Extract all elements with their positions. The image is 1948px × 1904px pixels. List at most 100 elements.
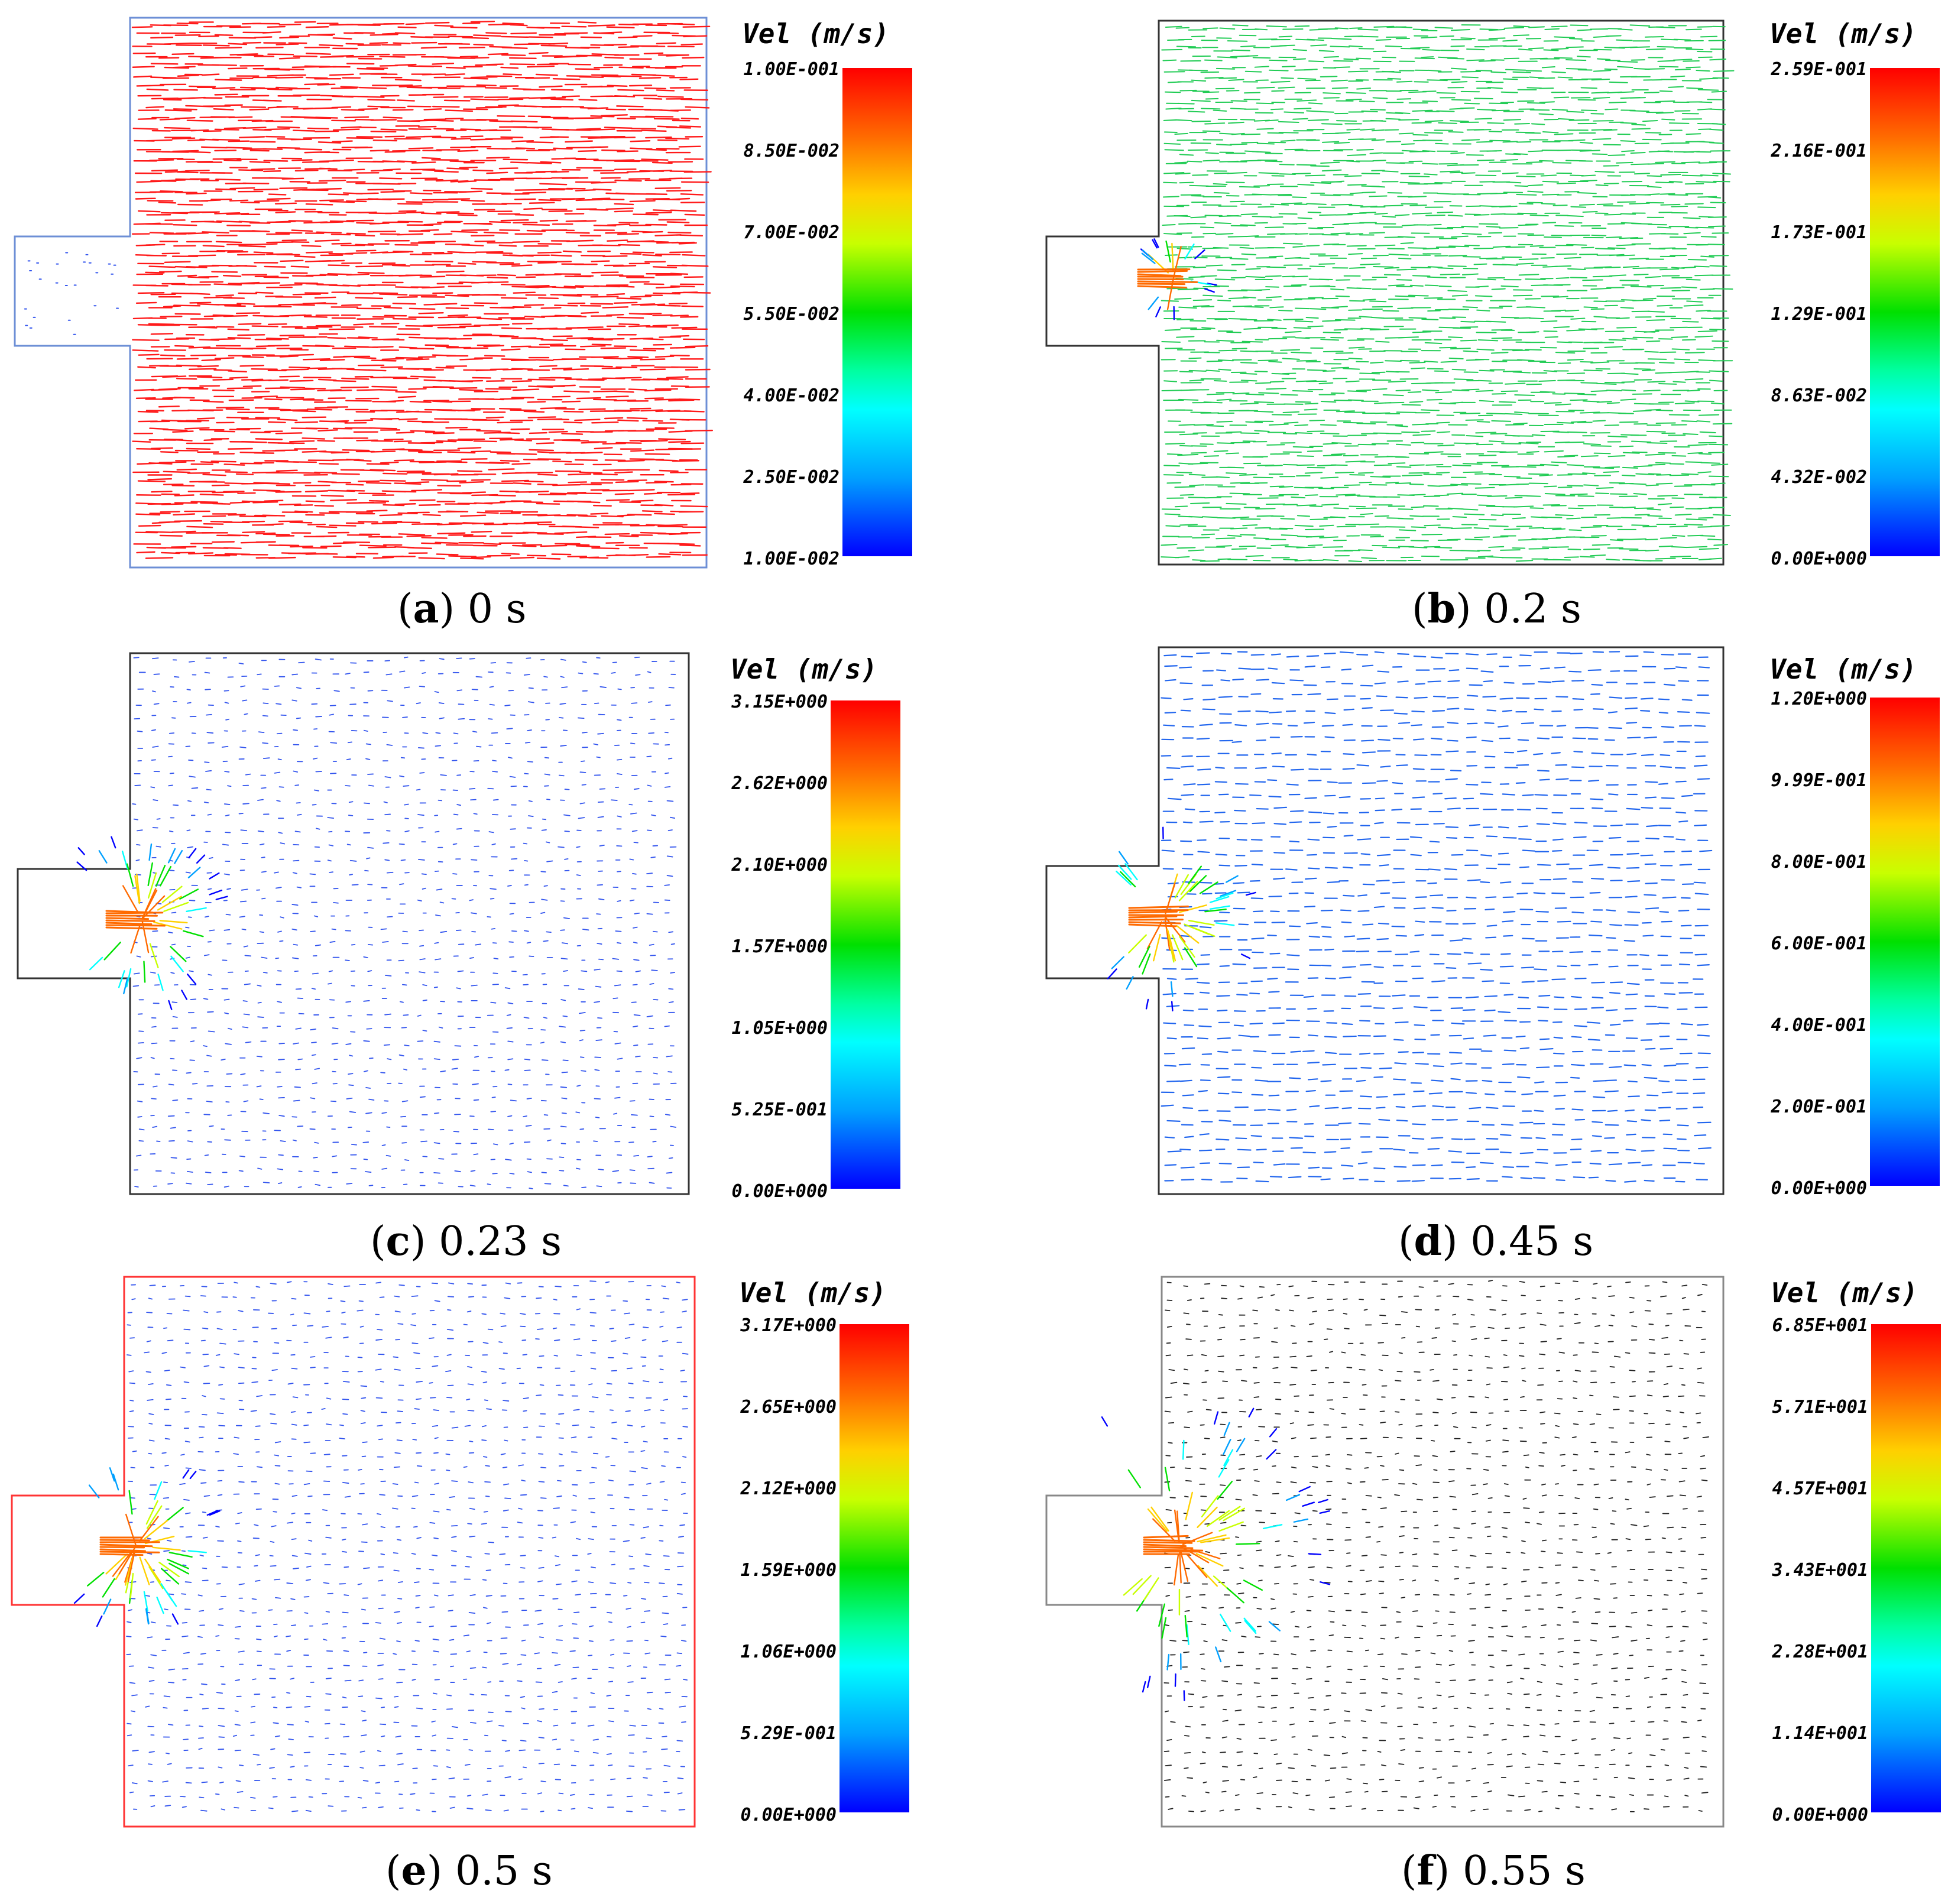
velocity-arrow	[1603, 129, 1618, 131]
velocity-arrow	[1411, 506, 1425, 508]
velocity-arrow	[1358, 523, 1380, 526]
velocity-arrow	[605, 159, 635, 162]
velocity-arrow	[1267, 319, 1282, 321]
velocity-arrow	[302, 416, 327, 419]
velocity-arrow	[685, 368, 711, 371]
velocity-arrow	[1593, 300, 1607, 303]
velocity-arrow	[593, 473, 618, 476]
velocity-arrow	[1372, 254, 1389, 257]
velocity-arrow	[617, 815, 622, 818]
velocity-arrow	[341, 109, 365, 111]
velocity-arrow	[1206, 360, 1223, 362]
velocity-arrow	[1349, 346, 1365, 349]
velocity-arrow	[1500, 91, 1518, 93]
velocity-arrow	[1265, 160, 1283, 163]
velocity-arrow	[635, 674, 641, 676]
velocity-arrow	[1346, 233, 1363, 235]
velocity-arrow	[173, 804, 179, 806]
velocity-arrow	[640, 358, 666, 361]
velocity-arrow	[1371, 129, 1385, 132]
velocity-arrow	[176, 378, 197, 380]
velocity-arrow	[1474, 286, 1489, 288]
velocity-arrow	[1323, 442, 1338, 445]
velocity-arrow	[171, 484, 195, 486]
velocity-arrow	[222, 844, 229, 846]
velocity-arrow	[366, 463, 390, 465]
velocity-arrow	[1309, 419, 1325, 421]
velocity-arrow	[293, 482, 312, 484]
velocity-arrow	[1164, 91, 1181, 93]
velocity-arrow	[1658, 545, 1674, 547]
velocity-arrow	[1590, 554, 1606, 557]
jet-arrow	[1165, 240, 1171, 263]
velocity-arrow	[640, 440, 668, 442]
velocity-arrow	[614, 203, 634, 206]
velocity-arrow	[1280, 349, 1301, 351]
velocity-arrow	[392, 109, 414, 111]
velocity-arrow	[1336, 526, 1356, 528]
velocity-arrow	[1278, 86, 1295, 89]
velocity-arrow	[437, 532, 466, 534]
velocity-arrow	[406, 201, 434, 203]
velocity-arrow	[1230, 108, 1247, 110]
velocity-arrow	[354, 118, 374, 121]
velocity-arrow	[1700, 288, 1715, 290]
velocity-arrow	[630, 407, 652, 410]
velocity-arrow	[1489, 440, 1505, 443]
velocity-arrow	[301, 245, 322, 247]
velocity-arrow	[471, 522, 494, 525]
velocity-arrow	[306, 408, 333, 411]
velocity-arrow	[133, 818, 138, 820]
velocity-arrow	[1604, 346, 1623, 348]
velocity-arrow	[150, 447, 174, 450]
velocity-arrow	[510, 453, 537, 455]
jet-arrow	[1153, 238, 1159, 248]
velocity-arrow	[1192, 174, 1209, 176]
velocity-arrow	[1668, 180, 1683, 183]
velocity-arrow	[314, 296, 336, 299]
velocity-arrow	[1226, 452, 1240, 455]
velocity-arrow	[1631, 128, 1651, 130]
velocity-arrow	[1477, 278, 1496, 281]
velocity-arrow	[645, 115, 674, 118]
velocity-arrow	[528, 800, 533, 802]
velocity-arrow	[1323, 454, 1343, 456]
velocity-arrow	[1255, 339, 1269, 340]
velocity-arrow	[420, 212, 442, 215]
velocity-arrow	[582, 661, 587, 663]
velocity-arrow	[137, 480, 166, 482]
velocity-arrow	[1621, 389, 1636, 391]
velocity-arrow	[1191, 120, 1211, 122]
velocity-arrow	[367, 546, 397, 549]
velocity-arrow	[358, 211, 377, 214]
velocity-arrow	[469, 771, 475, 773]
velocity-arrow	[1271, 90, 1285, 92]
velocity-arrow	[1439, 317, 1456, 319]
velocity-arrow	[1278, 213, 1298, 215]
velocity-arrow	[1318, 28, 1338, 30]
velocity-arrow	[1609, 81, 1628, 83]
velocity-arrow	[1386, 141, 1401, 142]
velocity-arrow	[267, 53, 294, 56]
velocity-arrow	[549, 419, 569, 420]
velocity-arrow	[563, 286, 584, 288]
velocity-arrow	[1518, 274, 1539, 276]
velocity-arrow	[341, 304, 362, 306]
velocity-arrow	[446, 167, 469, 170]
velocity-arrow	[1592, 138, 1612, 141]
velocity-arrow	[1580, 382, 1598, 384]
velocity-arrow	[564, 157, 586, 160]
velocity-arrow	[459, 514, 487, 517]
velocity-arrow	[1256, 515, 1274, 517]
velocity-arrow	[1218, 77, 1237, 79]
velocity-arrow	[1265, 153, 1283, 154]
velocity-arrow	[543, 676, 548, 678]
velocity-arrow	[1632, 451, 1648, 453]
velocity-arrow	[1630, 286, 1652, 288]
velocity-arrow	[546, 799, 550, 800]
velocity-arrow	[453, 732, 459, 735]
velocity-arrow	[603, 357, 622, 359]
velocity-arrow	[1200, 443, 1214, 445]
velocity-arrow	[1291, 496, 1306, 499]
velocity-arrow	[137, 730, 143, 732]
